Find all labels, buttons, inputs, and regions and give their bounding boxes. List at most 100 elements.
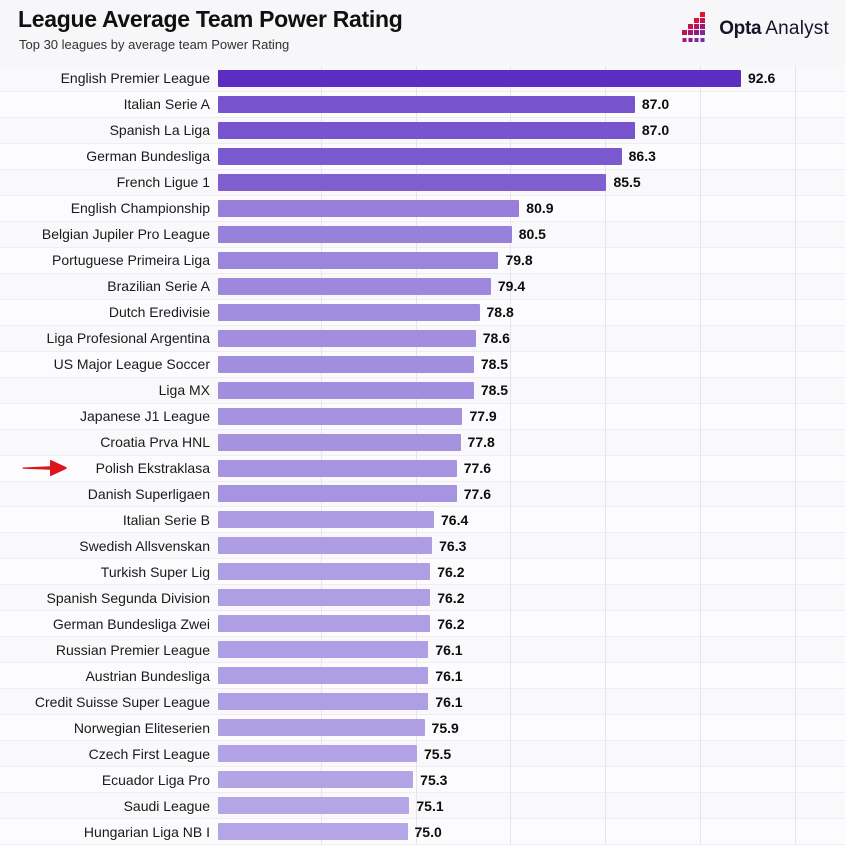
bar-track: 87.0 bbox=[218, 121, 845, 139]
value-label: 85.5 bbox=[613, 174, 641, 191]
bar-track: 79.8 bbox=[218, 251, 845, 269]
chart-row: Polish Ekstraklasa 77.6 bbox=[0, 455, 845, 482]
bar-track: 77.9 bbox=[218, 407, 845, 425]
chart-row: English Premier League 92.6 bbox=[0, 66, 845, 92]
bar-track: 92.6 bbox=[218, 69, 845, 87]
bar-track: 85.5 bbox=[218, 173, 845, 191]
chart-row: Turkish Super Lig 76.2 bbox=[0, 559, 845, 586]
league-label: Czech First League bbox=[88, 745, 210, 762]
league-label: Portuguese Primeira Liga bbox=[52, 252, 210, 269]
rating-bar bbox=[218, 745, 417, 763]
opta-logo-text: Opta Analyst bbox=[719, 18, 829, 40]
rating-bar bbox=[218, 589, 431, 607]
league-label: German Bundesliga bbox=[86, 148, 210, 165]
chart-row: Japanese J1 League 77.9 bbox=[0, 403, 845, 430]
chart-row: Danish Superligaen 77.6 bbox=[0, 481, 845, 508]
chart-row: US Major League Soccer 78.5 bbox=[0, 351, 845, 378]
rating-bar bbox=[218, 147, 622, 165]
league-label: Belgian Jupiler Pro League bbox=[41, 226, 210, 243]
bar-track: 76.1 bbox=[218, 667, 845, 685]
page-subtitle: Top 30 leagues by average team Power Rat… bbox=[19, 37, 290, 52]
league-label: Swedish Allsvenskan bbox=[79, 537, 210, 554]
rating-bar bbox=[218, 95, 635, 113]
chart-row: Ecuador Liga Pro 75.3 bbox=[0, 767, 845, 794]
rating-bar bbox=[218, 303, 480, 321]
chart-row: Spanish Segunda Division 76.2 bbox=[0, 585, 845, 612]
bar-track: 75.9 bbox=[218, 719, 845, 737]
bar-track: 78.5 bbox=[218, 355, 845, 373]
league-label: Italian Serie A bbox=[123, 96, 210, 113]
rating-bar bbox=[218, 719, 425, 737]
value-label: 75.1 bbox=[416, 797, 444, 814]
chart-row: Russian Premier League 76.1 bbox=[0, 637, 845, 664]
bar-track: 79.4 bbox=[218, 277, 845, 295]
league-label: Brazilian Serie A bbox=[107, 278, 210, 295]
chart-header: League Average Team Power Rating Top 30 … bbox=[0, 0, 845, 66]
rating-bar bbox=[218, 121, 635, 139]
bar-track: 86.3 bbox=[218, 147, 845, 165]
chart-row: Czech First League 75.5 bbox=[0, 741, 845, 768]
value-label: 75.0 bbox=[414, 823, 442, 840]
opta-logo-icon bbox=[682, 12, 712, 45]
rating-bar bbox=[218, 173, 607, 191]
value-label: 76.4 bbox=[441, 511, 469, 528]
value-label: 76.2 bbox=[437, 615, 465, 632]
value-label: 76.2 bbox=[437, 589, 465, 606]
rating-bar bbox=[218, 433, 461, 451]
bar-track: 87.0 bbox=[218, 95, 845, 113]
chart-row: German Bundesliga 86.3 bbox=[0, 143, 845, 170]
rating-bar bbox=[218, 771, 414, 789]
rating-bar bbox=[218, 251, 499, 269]
league-label: Russian Premier League bbox=[55, 641, 210, 658]
bar-track: 75.1 bbox=[218, 797, 845, 815]
rating-bar bbox=[218, 355, 474, 373]
league-label: Spanish La Liga bbox=[109, 122, 210, 139]
rating-bar bbox=[218, 563, 431, 581]
bar-chart: English Premier League 92.6 Italian Serie … bbox=[0, 66, 845, 845]
rating-bar bbox=[218, 329, 476, 347]
league-label: Japanese J1 League bbox=[80, 408, 210, 425]
brand-analyst: Analyst bbox=[765, 17, 829, 39]
bar-track: 76.3 bbox=[218, 537, 845, 555]
value-label: 75.9 bbox=[431, 719, 459, 736]
rating-bar bbox=[218, 615, 431, 633]
value-label: 76.1 bbox=[435, 641, 463, 658]
chart-row: Hungarian Liga NB I 75.0 bbox=[0, 819, 845, 845]
chart-row: Brazilian Serie A 79.4 bbox=[0, 273, 845, 300]
chart-row: Spanish La Liga 87.0 bbox=[0, 117, 845, 144]
rating-bar bbox=[218, 511, 435, 529]
brand-opta: Opta bbox=[719, 17, 762, 39]
value-label: 78.5 bbox=[480, 382, 509, 399]
bar-track: 76.2 bbox=[218, 563, 845, 581]
value-label: 77.9 bbox=[469, 408, 497, 425]
value-label: 80.5 bbox=[518, 226, 546, 243]
league-label: US Major League Soccer bbox=[53, 356, 210, 373]
league-label: Spanish Segunda Division bbox=[46, 589, 210, 606]
league-label: Hungarian Liga NB I bbox=[83, 823, 210, 840]
value-label: 79.8 bbox=[505, 252, 533, 269]
opta-analyst-logo: Opta Analyst bbox=[682, 12, 829, 45]
value-label: 80.9 bbox=[526, 200, 554, 217]
league-label: Liga MX bbox=[158, 382, 210, 399]
chart-row: Belgian Jupiler Pro League 80.5 bbox=[0, 221, 845, 248]
league-label: Danish Superligaen bbox=[87, 485, 210, 502]
rating-bar bbox=[218, 381, 474, 399]
page-title: League Average Team Power Rating bbox=[18, 6, 403, 32]
bar-track: 76.2 bbox=[218, 589, 845, 607]
value-label: 78.8 bbox=[486, 304, 514, 321]
rating-bar bbox=[218, 225, 512, 243]
chart-row: Portuguese Primeira Liga 79.8 bbox=[0, 247, 845, 274]
rating-bar bbox=[218, 69, 742, 87]
chart-row: Austrian Bundesliga 76.1 bbox=[0, 663, 845, 690]
value-label: 75.5 bbox=[423, 745, 452, 762]
chart-row: Liga MX 78.5 bbox=[0, 377, 845, 404]
chart-row: English Championship 80.9 bbox=[0, 195, 845, 222]
chart-row: Saudi League 75.1 bbox=[0, 793, 845, 820]
chart-row: German Bundesliga Zwei 76.2 bbox=[0, 611, 845, 638]
league-label: Italian Serie B bbox=[122, 511, 210, 528]
chart-row: Italian Serie A 87.0 bbox=[0, 91, 845, 118]
league-label: Croatia Prva HNL bbox=[100, 434, 210, 451]
value-label: 76.2 bbox=[437, 563, 465, 580]
value-label: 86.3 bbox=[628, 148, 656, 165]
rating-bar bbox=[218, 277, 491, 295]
